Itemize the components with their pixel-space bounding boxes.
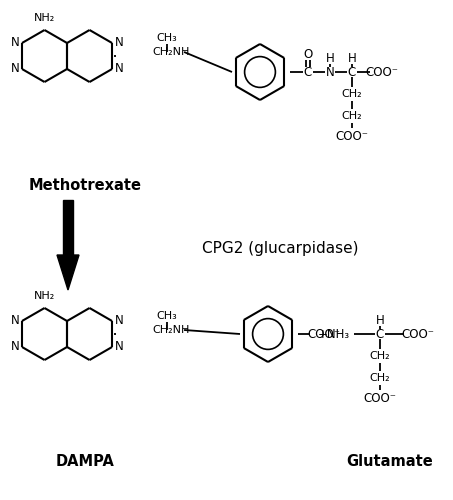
Text: H: H (376, 314, 385, 326)
Text: +NH₃: +NH₃ (318, 328, 350, 340)
Text: COO⁻: COO⁻ (363, 392, 396, 404)
Text: N: N (115, 340, 123, 353)
Text: COO⁻: COO⁻ (336, 130, 368, 142)
Text: N: N (10, 314, 19, 328)
Text: CH₃: CH₃ (157, 311, 178, 321)
Text: CH₂NH: CH₂NH (152, 47, 189, 57)
Text: COO⁻: COO⁻ (308, 328, 341, 340)
Text: N: N (115, 62, 123, 76)
Text: N: N (115, 36, 123, 50)
Text: COO⁻: COO⁻ (366, 66, 399, 78)
Text: NH₂: NH₂ (34, 13, 55, 23)
Text: CH₂: CH₂ (342, 89, 362, 99)
Text: NH₂: NH₂ (34, 291, 55, 301)
Text: H: H (326, 52, 334, 64)
Text: H: H (347, 52, 357, 64)
Text: N: N (10, 340, 19, 353)
Text: COO⁻: COO⁻ (401, 328, 434, 340)
Text: Methotrexate: Methotrexate (29, 178, 141, 192)
Text: CH₂: CH₂ (370, 373, 390, 383)
Text: N: N (115, 314, 123, 328)
Text: N: N (326, 66, 334, 78)
Text: CH₂: CH₂ (370, 351, 390, 361)
Text: C: C (304, 66, 312, 78)
Text: CH₂: CH₂ (342, 111, 362, 121)
Text: CH₃: CH₃ (157, 33, 178, 43)
Text: CPG2 (glucarpidase): CPG2 (glucarpidase) (202, 240, 358, 256)
Text: CH₂NH: CH₂NH (152, 325, 189, 335)
Text: C: C (348, 66, 356, 78)
Text: C: C (376, 328, 384, 340)
Polygon shape (63, 200, 73, 255)
Text: DAMPA: DAMPA (56, 454, 115, 469)
Text: Glutamate: Glutamate (347, 454, 434, 469)
Text: O: O (304, 48, 313, 60)
Polygon shape (57, 255, 79, 290)
Text: N: N (10, 36, 19, 50)
Text: N: N (10, 62, 19, 76)
